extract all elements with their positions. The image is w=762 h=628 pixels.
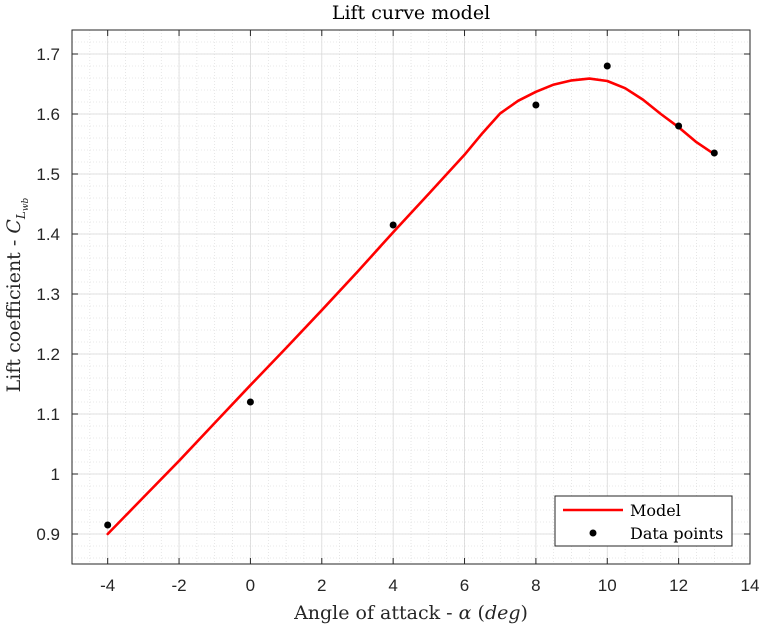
legend-model-label: Model [630, 501, 681, 520]
x-tick-label: 6 [460, 576, 469, 595]
legend-box [554, 495, 733, 547]
data-point [246, 398, 254, 406]
data-point [389, 221, 397, 229]
x-axis-label: Angle of attack - α (deg) [293, 602, 528, 624]
data-point [532, 101, 540, 109]
plot-frame [71, 29, 751, 565]
y-tick-label: 1.1 [36, 405, 60, 424]
x-tick-label: 10 [598, 576, 617, 595]
x-tick-label: 12 [669, 576, 688, 595]
y-tick-label: 1.6 [36, 105, 60, 124]
series-layer [104, 62, 718, 536]
data-point [603, 62, 611, 70]
y-tick-label: 1 [51, 465, 60, 484]
y-tick-labels: 0.9 1 1.1 1.2 1.3 1.4 1.5 1.6 1.7 [36, 45, 60, 544]
data-point [104, 521, 112, 529]
x-tick-label: -4 [100, 576, 115, 595]
y-tick-label: 1.5 [36, 165, 60, 184]
y-axis-label: Lift coefficient - CLwb [3, 197, 31, 392]
x-tick-label: -2 [171, 576, 186, 595]
legend-data-points-label: Data points [630, 524, 723, 543]
x-tick-label: 2 [317, 576, 326, 595]
y-tick-label: 1.3 [36, 285, 60, 304]
x-tick-label: 8 [531, 576, 540, 595]
chart-title: Lift curve model [332, 2, 490, 24]
y-tick-label: 1.2 [36, 345, 60, 364]
x-tick-labels: -4 -2 0 2 4 6 8 10 12 14 [100, 576, 759, 595]
x-tick-label: 0 [246, 576, 255, 595]
y-tick-label: 1.4 [36, 225, 60, 244]
axis-ticks [72, 30, 751, 564]
x-tick-label: 14 [741, 576, 760, 595]
data-point [710, 149, 718, 157]
legend-data-points-swatch [589, 529, 597, 537]
y-tick-label: 1.7 [36, 45, 60, 64]
legend: Model Data points [554, 495, 733, 547]
data-point [675, 122, 683, 130]
y-tick-label: 0.9 [36, 525, 60, 544]
model-line [106, 77, 716, 536]
x-tick-label: 4 [388, 576, 397, 595]
